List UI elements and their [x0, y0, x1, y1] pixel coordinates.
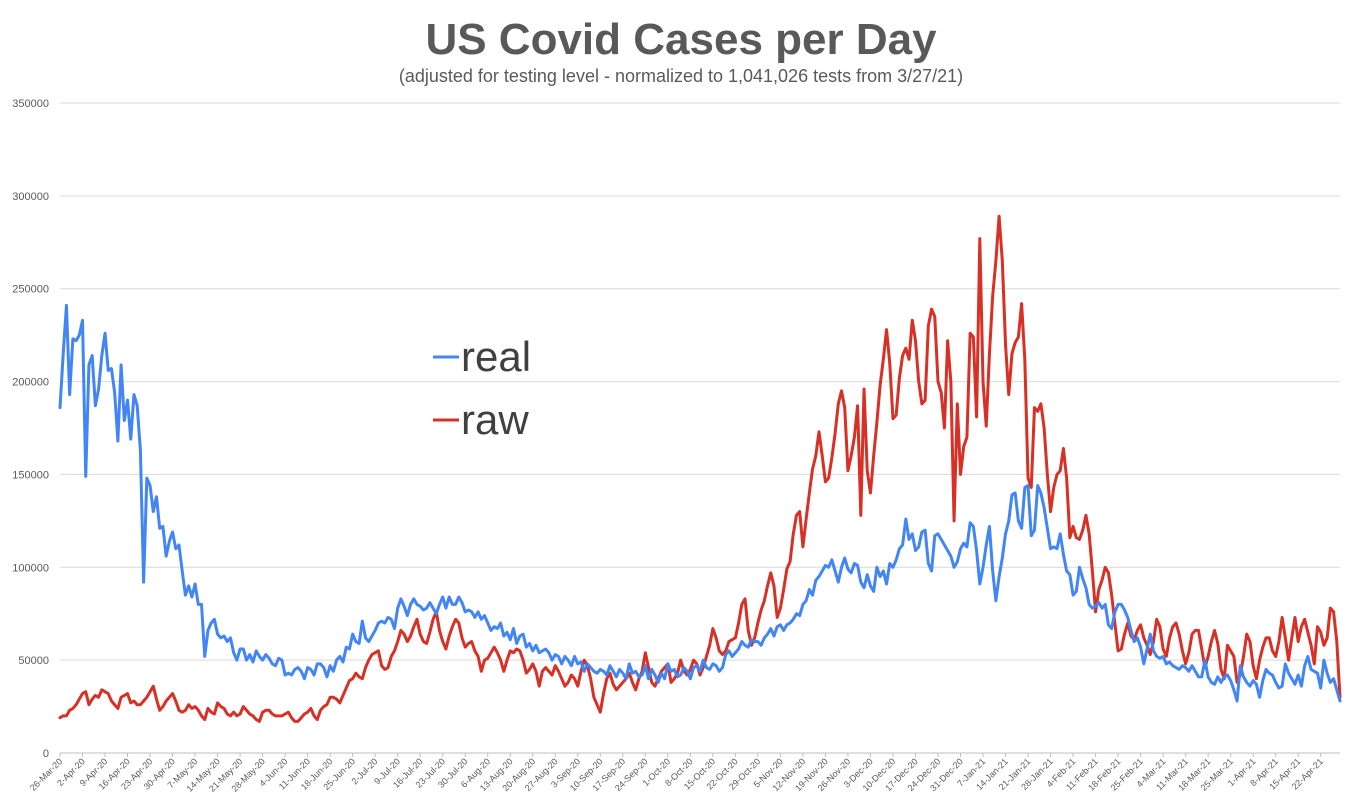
chart-title: US Covid Cases per Day: [425, 15, 937, 64]
y-axis-tick-labels: 0 50000 100000 150000 200000 250000 300000 3500…: [12, 98, 49, 760]
series-line-real: [58, 303, 1342, 703]
y-tick-label: 50000: [18, 655, 49, 667]
y-tick-label: 150000: [12, 469, 49, 481]
series-lines: [58, 214, 1342, 723]
y-tick-label: 350000: [12, 98, 49, 110]
legend-label-raw: raw: [461, 396, 529, 443]
y-tick-label: 200000: [12, 377, 49, 389]
y-tick-label: 0: [43, 748, 49, 760]
y-tick-label: 100000: [12, 562, 49, 574]
legend-label-real: real: [461, 333, 531, 380]
legend: real raw: [433, 333, 531, 443]
y-tick-label: 250000: [12, 284, 49, 296]
chart-subtitle: (adjusted for testing level - normalized…: [399, 66, 963, 86]
y-tick-label: 300000: [12, 191, 49, 203]
gridlines: [60, 102, 1340, 754]
series-line-raw: [58, 214, 1342, 723]
